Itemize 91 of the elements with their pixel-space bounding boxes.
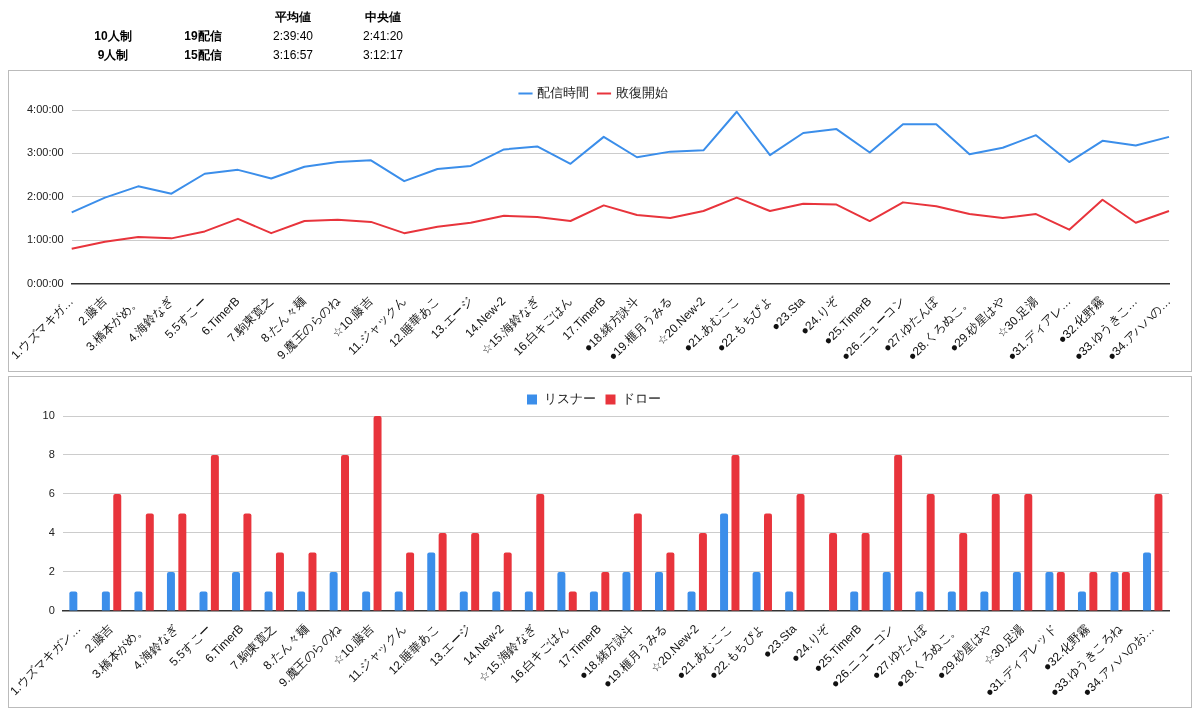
y-tick-label: 4:00:00 [27,103,64,116]
y-tick-label: 8 [48,448,55,461]
bar [915,591,924,611]
bar [894,455,903,611]
bar [1077,591,1086,611]
bar [1089,571,1098,611]
bar [113,493,122,611]
legend-label: ドロー [622,391,661,407]
y-tick-label: 0:00:00 [27,276,64,289]
bar [764,513,772,611]
bar [492,591,501,611]
legend-label: 配信時間 [537,85,589,101]
bar [1143,552,1152,611]
bar [1045,571,1054,611]
bar [829,532,838,611]
bar [406,552,415,611]
y-tick-label: 1:00:00 [27,233,64,246]
bar [308,552,317,611]
bar [959,532,968,611]
bar [427,552,436,611]
text: 2:39:40 [271,28,314,45]
bar [536,493,545,611]
text: 中央値 [364,9,402,26]
bar [329,571,338,611]
bar [471,532,480,611]
bar [101,591,110,611]
bar [861,532,870,611]
legend-label: リスナー [543,391,596,407]
bar [69,591,78,611]
bar [297,591,306,611]
y-tick-label: 4 [48,526,55,539]
bar [438,532,447,611]
bar [947,591,956,611]
bar [166,571,175,611]
bar [1024,493,1033,611]
bar [980,591,989,611]
bar [666,552,675,611]
text: 9人制 [96,47,130,64]
bar [1154,493,1163,611]
bar [557,571,566,611]
text: 15配信 [183,47,223,64]
bar [1121,571,1130,611]
bar [524,591,533,611]
y-tick-label: 0 [48,604,55,617]
bar [796,493,805,611]
bar [752,571,761,611]
text: 3:16:57 [271,47,314,64]
bar [145,513,154,611]
bar [720,513,729,611]
y-tick-label: 10 [42,409,55,422]
bar [926,493,935,611]
bar [232,571,241,611]
bar [264,591,273,611]
y-tick-label: 3:00:00 [27,146,64,159]
bar [850,591,859,611]
bar [882,571,891,611]
bar [655,571,663,611]
bar [394,591,403,611]
bar [1056,571,1065,611]
bar [459,591,468,611]
bar [243,513,252,611]
bar [503,552,512,611]
bar [568,591,577,611]
x-tick-label: 1.ウズマキガ… [8,294,77,363]
y-tick-label: 6 [48,487,55,500]
bar [785,591,794,611]
bar [991,493,1000,611]
text: 10人制 [93,28,133,45]
text: 3:12:17 [361,47,404,64]
bar [178,513,187,611]
bar [341,455,350,611]
legend-label: 敗復開始 [615,85,668,101]
bar [633,513,642,611]
bar [134,591,143,611]
bar [373,416,382,611]
y-tick-label: 2:00:00 [27,189,64,202]
bar [275,552,284,611]
bar [1012,571,1021,611]
x-tick-label: 1.ウズマキガン… [7,621,84,699]
bar [362,591,371,611]
bar [601,571,610,611]
bar [210,455,219,611]
text: 2:41:20 [361,28,404,45]
bar [589,591,598,611]
bar [731,455,740,611]
bar [622,571,631,611]
text: 19配信 [183,28,223,45]
y-tick-label: 2 [48,565,55,578]
text: 平均値 [274,9,312,26]
bar [698,532,707,611]
bar [687,591,696,611]
